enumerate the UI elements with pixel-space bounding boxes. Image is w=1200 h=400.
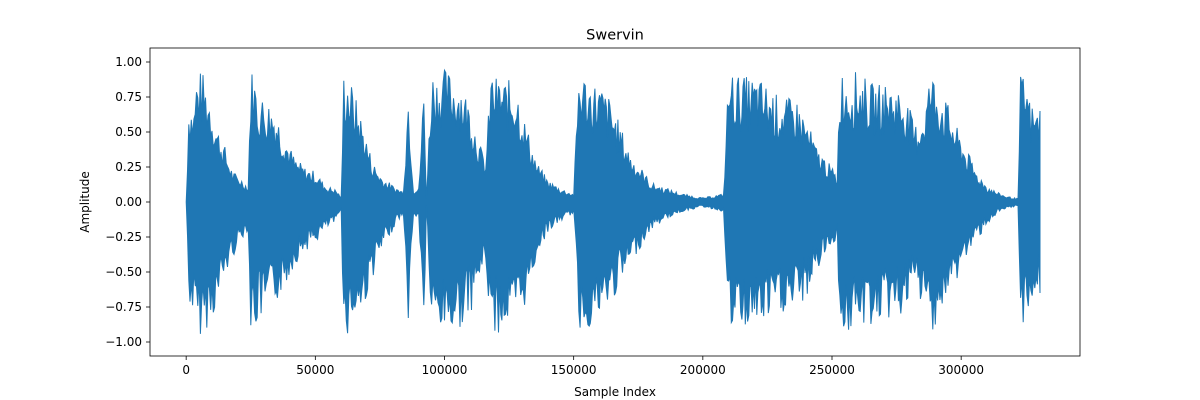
x-tick-label: 300000 [938, 363, 984, 377]
plot-area [185, 68, 1041, 334]
y-axis: −1.00 −0.75 −0.50 −0.25 0.00 0.25 0.50 0.75 1.00 [105, 55, 150, 349]
y-tick-label: −0.50 [105, 265, 142, 279]
y-tick-label: 0.50 [115, 125, 142, 139]
y-tick-label: −1.00 [105, 335, 142, 349]
x-tick-label: 250000 [809, 363, 855, 377]
y-tick-label: −0.75 [105, 300, 142, 314]
x-axis-label: Sample Index [574, 385, 656, 399]
y-tick-label: 0.25 [115, 160, 142, 174]
x-tick-label: 50000 [296, 363, 334, 377]
y-axis-label: Amplitude [78, 171, 92, 233]
x-tick-label: 100000 [422, 363, 468, 377]
x-tick-label: 200000 [680, 363, 726, 377]
x-axis: 0 50000 100000 150000 200000 250000 300000 [182, 356, 984, 377]
x-tick-label: 150000 [551, 363, 597, 377]
y-tick-label: 0.75 [115, 90, 142, 104]
y-tick-label: −0.25 [105, 230, 142, 244]
y-tick-label: 0.00 [115, 195, 142, 209]
y-tick-label: 1.00 [115, 55, 142, 69]
chart-title: Swervin [586, 28, 644, 44]
x-tick-label: 0 [182, 363, 190, 377]
waveform-series [185, 68, 1041, 334]
